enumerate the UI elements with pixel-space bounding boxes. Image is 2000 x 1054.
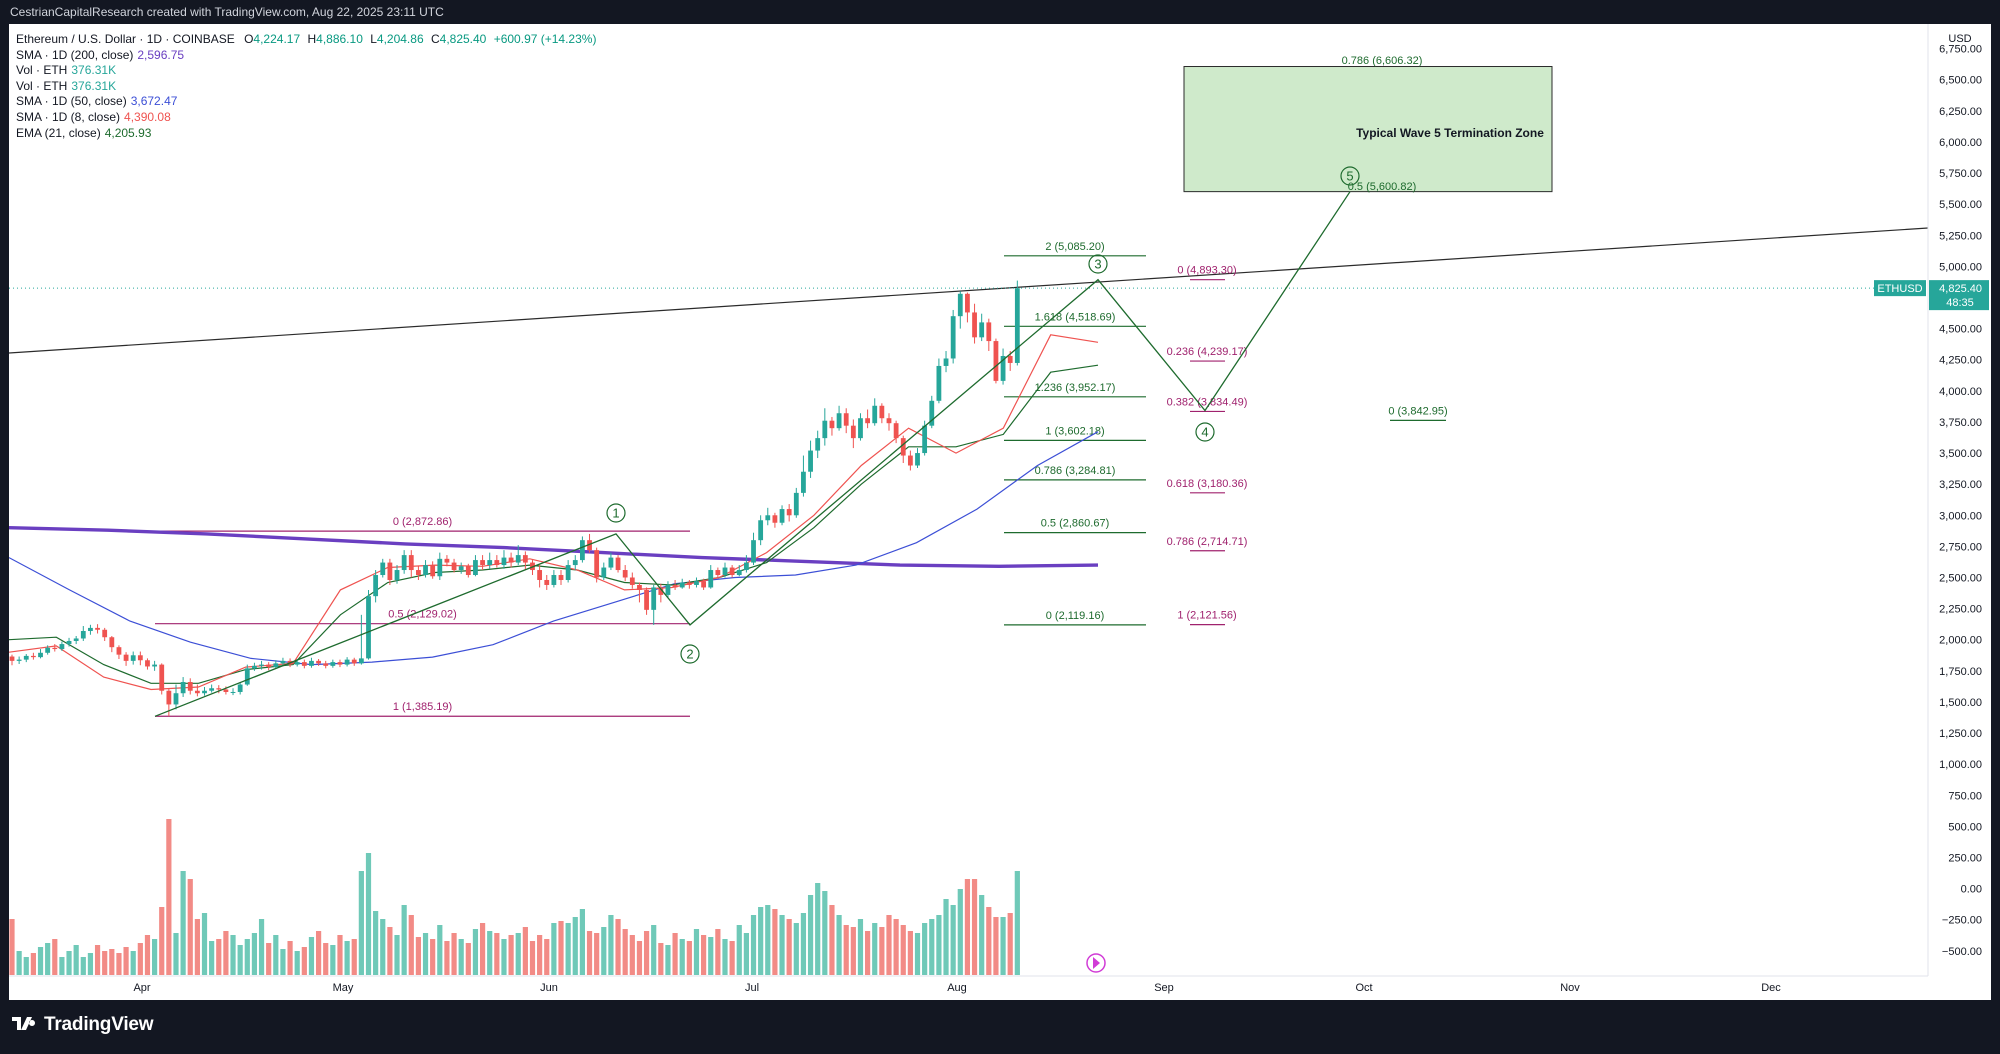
ohlc-l-key: L [370, 32, 377, 46]
ohlc-c-value: 4,825.40 [439, 32, 487, 46]
tradingview-logo-icon [12, 1017, 36, 1030]
ohlc-o-key: O [244, 32, 254, 46]
symbol-title[interactable]: Ethereum / U.S. Dollar · 1D · COINBASE [16, 32, 235, 46]
tradingview-logo: TradingView [12, 1014, 154, 1036]
change-value: +600.97 (+14.23%) [493, 32, 597, 46]
footer-bar [0, 1000, 2000, 1054]
ohlc-o-value: 4,224.17 [253, 32, 301, 46]
legend: Ethereum / U.S. Dollar · 1D · COINBASE O… [16, 32, 596, 141]
ohlc-h-key: H [307, 32, 317, 46]
indicator-value: 4,390.08 [124, 109, 171, 124]
chart-panel[interactable] [9, 24, 1991, 1000]
indicator-name: Vol · ETH [16, 78, 68, 93]
indicator-value: 3,672.47 [130, 94, 178, 109]
attribution-bar: CestrianCapitalResearch created with Tra… [0, 0, 2000, 24]
indicator-name: EMA (21, close) [16, 125, 101, 140]
indicator-value: 376.31K [71, 78, 117, 93]
indicator-row[interactable]: SMA · 1D (200, close) 2,596.75 [16, 48, 596, 64]
indicator-value: 376.31K [71, 63, 117, 78]
indicator-name: SMA · 1D (200, close) [16, 47, 134, 62]
attribution-text: CestrianCapitalResearch created with Tra… [10, 5, 444, 19]
ohlc-l-value: 4,204.86 [376, 32, 424, 46]
indicator-row[interactable]: EMA (21, close) 4,205.93 [16, 126, 596, 142]
indicator-row[interactable]: SMA · 1D (50, close) 3,672.47 [16, 94, 596, 110]
indicator-name: SMA · 1D (8, close) [16, 109, 121, 124]
indicator-name: Vol · ETH [16, 63, 68, 78]
legend-symbol-row: Ethereum / U.S. Dollar · 1D · COINBASE O… [16, 32, 596, 48]
indicator-name: SMA · 1D (50, close) [16, 94, 127, 109]
indicator-value: 4,205.93 [104, 125, 152, 140]
indicator-row[interactable]: Vol · ETH 376.31K [16, 63, 596, 79]
indicator-row[interactable]: Vol · ETH 376.31K [16, 79, 596, 95]
ohlc-h-value: 4,886.10 [316, 32, 363, 46]
indicator-value: 2,596.75 [137, 47, 185, 62]
ohlc-c-key: C [430, 32, 440, 46]
indicator-row[interactable]: SMA · 1D (8, close) 4,390.08 [16, 110, 596, 126]
